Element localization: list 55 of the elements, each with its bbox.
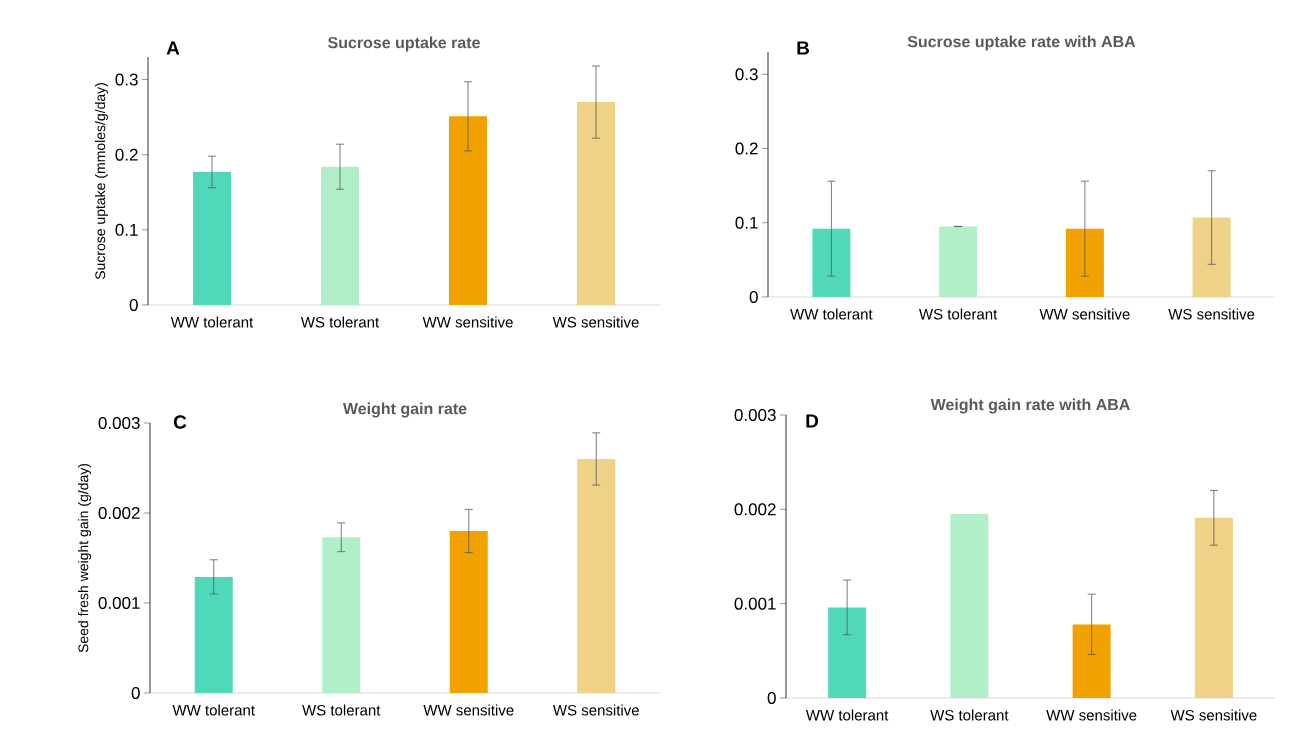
chart-title: Sucrose uptake rate <box>327 36 480 52</box>
x-tick-label: WS sensitive <box>552 316 639 328</box>
y-tick-label: 0.3 <box>735 68 758 81</box>
bar <box>194 576 233 693</box>
y-tick-label: 0.003 <box>98 416 140 430</box>
bar <box>577 458 616 693</box>
y-tick-label: 0.1 <box>735 216 758 229</box>
y-tick-label: 0 <box>129 298 138 312</box>
bar <box>321 166 360 305</box>
x-tick-label: WS sensitive <box>1168 308 1255 320</box>
annotation: C <box>173 415 187 429</box>
x-tick-label: WW sensitive <box>1039 308 1130 320</box>
text: A <box>166 41 180 55</box>
y-tick-label: 0.002 <box>734 503 776 516</box>
x-tick-label: WW sensitive <box>1046 709 1137 721</box>
x-tick-label: WW sensitive <box>423 704 514 716</box>
y-tick-label: 0 <box>767 691 776 705</box>
x-tick-label: WW tolerant <box>170 316 254 328</box>
x-tick-label: WS tolerant <box>930 709 1009 721</box>
y-tick-label: 0.3 <box>115 73 138 86</box>
x-tick-label: WW sensitive <box>422 316 513 328</box>
chart-title: Weight gain rate with ABA <box>930 398 1130 414</box>
annotation: B <box>797 41 810 55</box>
x-tick-label: WS sensitive <box>552 704 639 716</box>
bar <box>449 530 488 693</box>
x-tick-label: WW tolerant <box>790 308 873 320</box>
x-tick-label: WS tolerant <box>919 308 998 320</box>
x-tick-label: WS sensitive <box>1170 709 1257 721</box>
y-tick-label: 0.2 <box>115 148 138 161</box>
annotation: D <box>806 414 819 428</box>
x-tick-label: WS tolerant <box>300 316 380 328</box>
y-tick-label: 0.1 <box>115 223 138 236</box>
bar <box>950 514 989 698</box>
bar <box>193 171 232 305</box>
bar <box>1072 624 1111 698</box>
bar <box>577 102 615 305</box>
y-tick-label: 0.001 <box>734 597 776 610</box>
y-axis-title: Seed fresh weight gain (g/day) <box>78 463 92 653</box>
bar <box>1194 517 1233 698</box>
x-tick-label: WS tolerant <box>302 704 381 716</box>
chart-title: Sucrose uptake rate with ABA <box>907 35 1136 51</box>
bar <box>828 607 867 698</box>
y-tick-label: 0.002 <box>98 506 140 520</box>
y-axis-title: Sucrose uptake (mmoles/g/day) <box>94 83 108 280</box>
x-tick-label: WW tolerant <box>805 709 889 721</box>
x-tick-label: WW tolerant <box>172 704 255 716</box>
bar <box>449 116 488 305</box>
y-tick-label: 0.2 <box>735 142 758 155</box>
y-tick-label: 0 <box>131 686 140 700</box>
y-tick-label: 0.003 <box>734 408 776 422</box>
y-tick-label: 0.001 <box>98 596 140 610</box>
y-tick-label: 0 <box>749 290 758 304</box>
bar <box>322 537 361 693</box>
bar <box>939 226 978 297</box>
chart-title: Weight gain rate <box>342 402 467 418</box>
